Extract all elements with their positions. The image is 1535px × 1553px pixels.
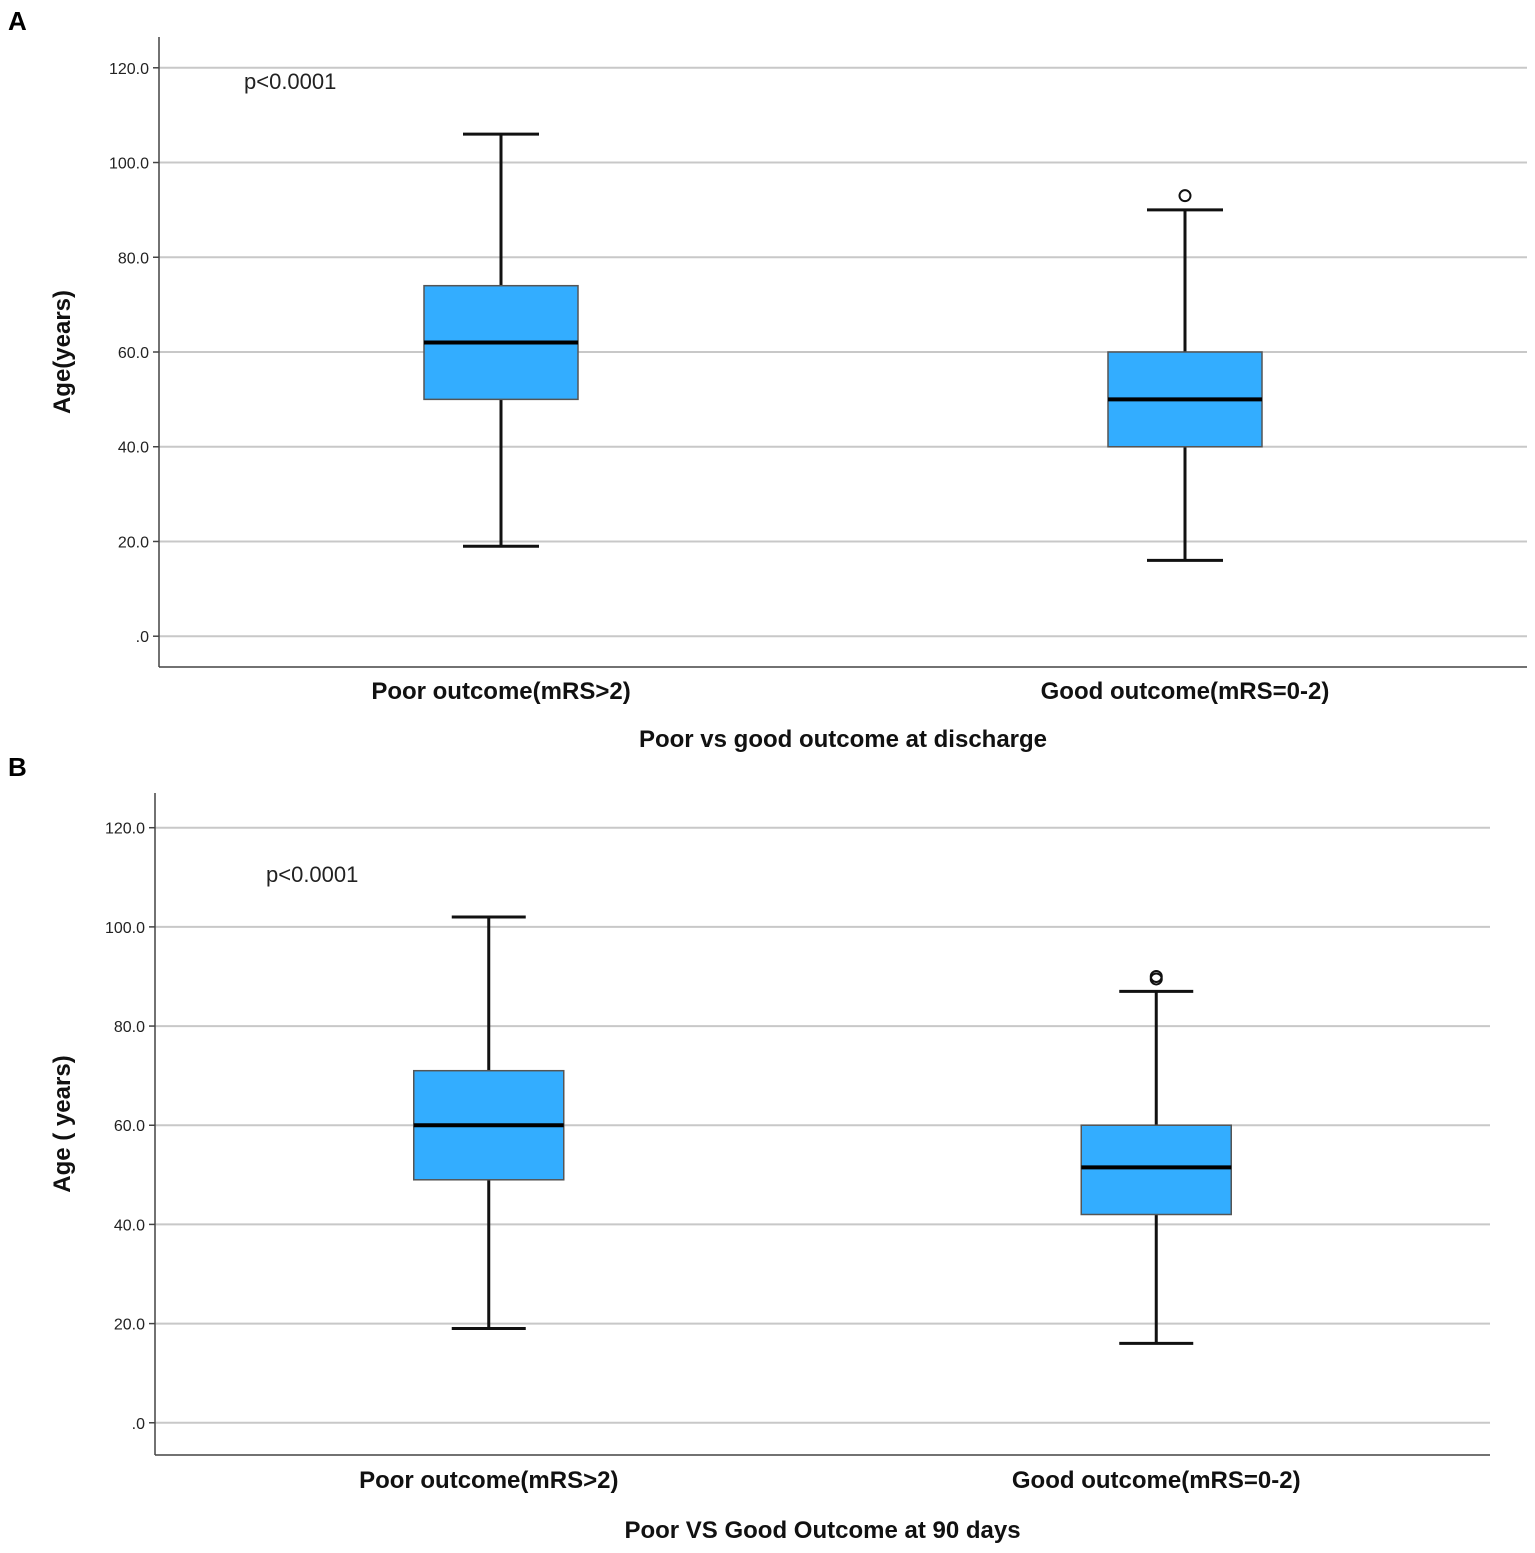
x-axis-title: Poor VS Good Outcome at 90 days: [624, 1517, 1020, 1544]
y-tick-label: 120.0: [109, 61, 149, 78]
box-poor-outcome: [413, 915, 565, 1331]
x-axis-title: Poor vs good outcome at discharge: [639, 726, 1047, 753]
outlier-point: [1149, 969, 1163, 983]
iqr-box: [1080, 1124, 1232, 1216]
panel-letter: B: [8, 752, 27, 782]
y-tick-label: 100.0: [109, 156, 149, 173]
box-good-outcome: [1080, 969, 1232, 1345]
y-tick-label: 100.0: [105, 920, 145, 937]
y-tick-label: 80.0: [114, 1019, 145, 1036]
chart-panel-a: .0 20.0 40.0 60.0 80.0 100.0 120.0 Poor outcome…: [8, 6, 1527, 753]
y-tick-label: 80.0: [118, 250, 149, 267]
box-poor-outcome: [423, 132, 579, 548]
x-category-label: Poor outcome(mRS>2): [359, 1467, 618, 1494]
p-value-annotation: p<0.0001: [244, 69, 336, 94]
chart-panel-b: .0 20.0 40.0 60.0 80.0 100.0 120.0 Poor outcome…: [8, 752, 1490, 1544]
y-tick-label: .0: [136, 629, 149, 646]
y-tick-label: 40.0: [118, 440, 149, 457]
x-category-label: Good outcome(mRS=0-2): [1041, 678, 1330, 705]
x-category-label: Good outcome(mRS=0-2): [1012, 1467, 1301, 1494]
y-tick-label: 20.0: [118, 534, 149, 551]
y-axis-title: Age ( years): [49, 1055, 76, 1192]
panel-letter: A: [8, 6, 27, 36]
outlier-point: [1178, 189, 1192, 203]
y-tick-label: 20.0: [114, 1317, 145, 1334]
box-good-outcome: [1107, 189, 1263, 562]
y-tick-label: 60.0: [118, 345, 149, 362]
p-value-annotation: p<0.0001: [266, 862, 358, 887]
y-tick-label: 120.0: [105, 821, 145, 838]
y-tick-label: 40.0: [114, 1217, 145, 1234]
y-axis-title: Age(years): [49, 290, 76, 414]
y-tick-label: .0: [132, 1416, 145, 1433]
y-tick-label: 60.0: [114, 1118, 145, 1135]
x-category-label: Poor outcome(mRS>2): [371, 678, 630, 705]
